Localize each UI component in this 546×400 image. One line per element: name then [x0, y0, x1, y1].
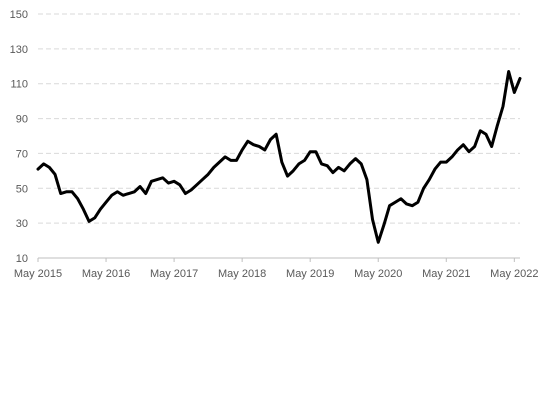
y-tick-label: 150 — [10, 9, 28, 21]
y-tick-label: 130 — [10, 44, 28, 56]
x-tick-label: May 2022 — [490, 268, 538, 280]
x-tick-label: May 2016 — [82, 268, 130, 280]
x-axis-tick-labels: May 2015 May 2016 May 2017 May 2018 May 2019… — [14, 258, 538, 280]
y-tick-label: 10 — [16, 253, 28, 265]
x-tick-label: May 2021 — [422, 268, 470, 280]
x-tick-label: May 2017 — [150, 268, 198, 280]
gridlines — [38, 13, 520, 224]
x-tick-label: May 2020 — [354, 268, 402, 280]
x-tick-label: May 2019 — [286, 268, 334, 280]
y-tick-label: 90 — [16, 114, 28, 126]
x-tick-label: May 2018 — [218, 268, 266, 280]
y-tick-label: 110 — [10, 79, 28, 91]
y-axis-tick-labels: 10 30 50 70 90 110 130 150 — [10, 9, 28, 265]
series-line — [36, 70, 522, 244]
x-tick-label: May 2015 — [14, 268, 62, 280]
y-tick-label: 30 — [16, 218, 28, 230]
y-tick-label: 70 — [16, 148, 28, 160]
y-tick-label: 50 — [16, 183, 28, 195]
